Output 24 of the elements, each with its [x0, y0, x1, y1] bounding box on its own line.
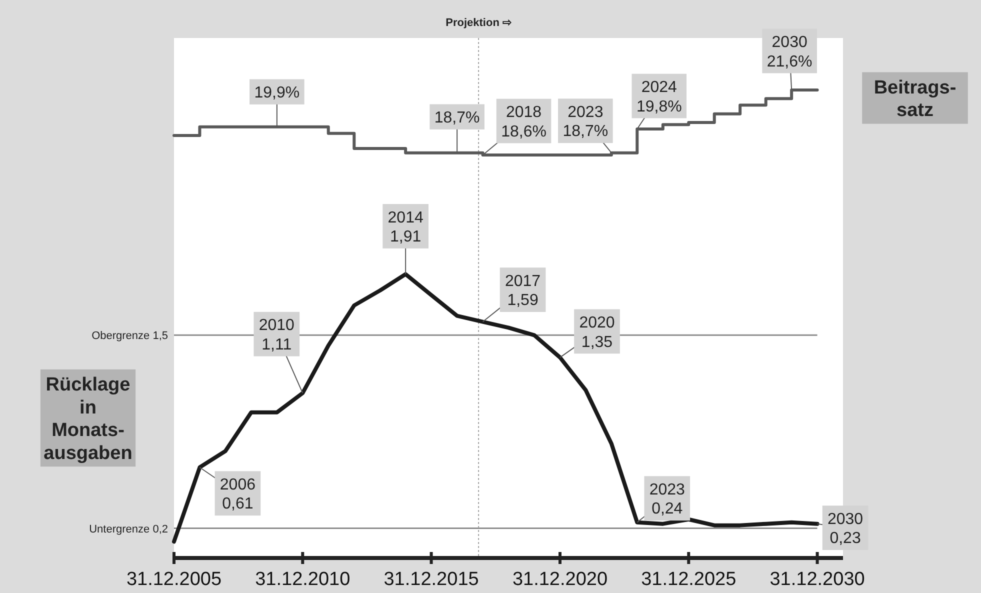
data-label: 2023 0,24	[649, 482, 686, 518]
ref-line-label: Projektion ⇨	[446, 17, 512, 29]
x-tick-label: 31.12.2020	[512, 569, 608, 590]
x-tick-label: 31.12.2005	[126, 569, 222, 590]
data-label: 2023 18,7%	[562, 104, 608, 140]
data-label: 2018 18,6%	[501, 104, 546, 140]
data-label: 2010 1,11	[258, 317, 295, 354]
x-tick-label: 31.12.2030	[770, 569, 865, 590]
x-tick-label: 31.12.2025	[641, 569, 736, 590]
data-label: 2030 0,23	[827, 510, 864, 548]
data-label: 2014 1,91	[388, 209, 424, 246]
data-label: 2030 21,6%	[766, 34, 812, 70]
y2-axis-title: Beitrags- satz	[874, 77, 956, 122]
ref-line-label: Obergrenze 1,5	[92, 330, 168, 342]
data-label: 2006 0,61	[220, 476, 256, 513]
data-label: 2017 1,59	[504, 272, 541, 310]
ref-line-label: Untergrenze 0,2	[89, 523, 168, 536]
x-tick-label: 31.12.2010	[255, 569, 350, 590]
x-tick-label: 31.12.2015	[384, 569, 479, 590]
data-label: 19,9%	[254, 84, 300, 102]
y-axis-title: Rücklage in Monats- ausgaben	[44, 374, 132, 464]
data-label: 2024 19,8%	[636, 79, 682, 116]
data-label: 2020 1,35	[579, 314, 615, 351]
data-label: 18,7%	[434, 110, 480, 127]
